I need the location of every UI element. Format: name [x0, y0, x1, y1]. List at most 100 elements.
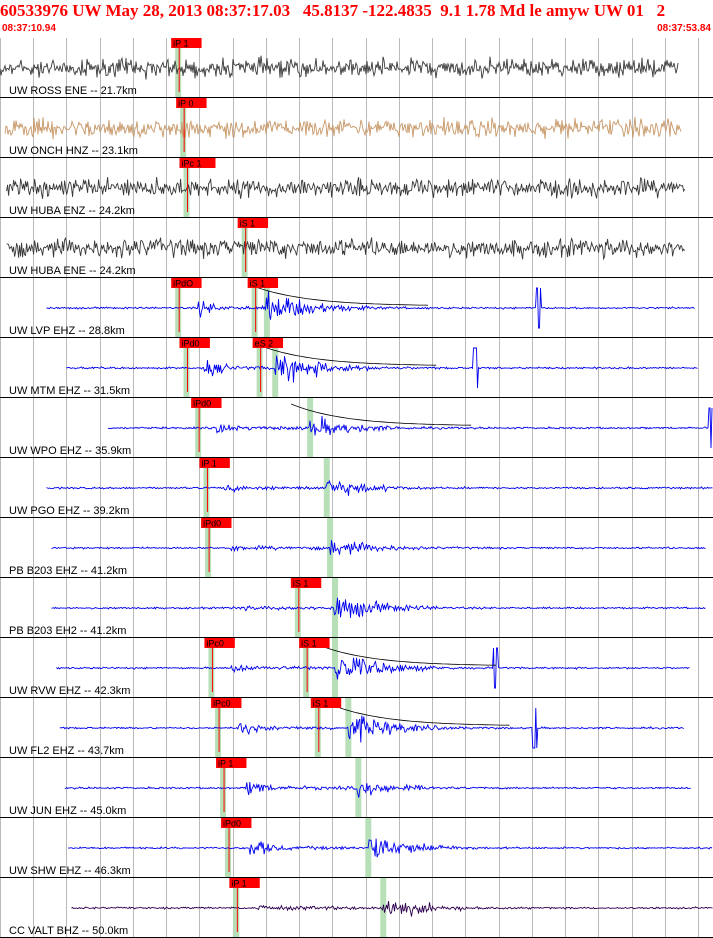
pick-flag [229, 878, 260, 888]
pick-label: iPdO [173, 279, 193, 289]
pick-flag [221, 818, 252, 828]
pick-flag [204, 638, 235, 648]
coda-curve [290, 403, 472, 426]
pick-label: iP 0 [178, 99, 193, 109]
waveform-trace [66, 347, 698, 389]
station-label: UW HUBA ENE -- 24.2km [9, 265, 136, 277]
station-label: UW PGO EHZ -- 39.2km [9, 505, 129, 517]
event-header: 60533976 UW May 28, 2013 08:37:17.03 45.… [0, 0, 713, 38]
pick-label: iS 1 [250, 279, 266, 289]
pick-label: iPc0 [206, 639, 224, 649]
station-label: UW SHW EHZ -- 46.3km [9, 865, 131, 877]
trace-panel: iS 1 PB B203 EH2 -- 41.2km [0, 578, 713, 638]
pick-band [332, 638, 339, 698]
waveform-trace [51, 597, 706, 618]
pick-flag [201, 518, 232, 528]
pick-label: iPd0 [193, 399, 211, 409]
trace-panel: iPd0 UW SHW EHZ -- 46.3km [0, 818, 713, 878]
pick-label: iPd0 [203, 519, 221, 529]
trace-panel: iP 1 UW PGO EHZ -- 39.2km [0, 458, 713, 518]
pick-label: iP 1 [201, 459, 216, 469]
pick-band [241, 218, 248, 278]
trace-panel: iPdO iS 1 UW LVP EHZ -- 28.8km [0, 278, 713, 338]
pick-band [272, 338, 279, 398]
waveform-trace [107, 407, 713, 449]
window-start-time: 08:37:10.94 [2, 23, 56, 34]
station-label: CC VALT BHZ -- 50.0km [9, 925, 128, 937]
pick-flag [191, 398, 222, 408]
coda-curve [315, 643, 497, 666]
pick-label: iPd0 [223, 819, 241, 829]
station-label: UW LVP EHZ -- 28.8km [9, 325, 125, 337]
trace-panel: iP 1 UW JUN EHZ -- 45.0km [0, 758, 713, 818]
pick-label: iP 1 [231, 879, 246, 889]
pick-label: iS 1 [313, 699, 329, 709]
pick-flag [216, 758, 247, 768]
pick-label: iPc0 [213, 699, 231, 709]
trace-panel: iS 1 UW HUBA ENE -- 24.2km [0, 218, 713, 278]
event-title: 60533976 UW May 28, 2013 08:37:17.03 45.… [0, 1, 666, 20]
pick-flag [299, 638, 330, 648]
trace-panel: iP 0 UW ONCH HNZ -- 23.1km [0, 98, 713, 158]
waveform-trace [64, 781, 691, 798]
waveform-trace [0, 55, 679, 80]
station-label: PB B203 EH2 -- 41.2km [9, 625, 126, 637]
pick-band [327, 518, 334, 578]
waveform-trace [46, 479, 713, 496]
trace-panel: iPd0 PB B203 EHZ -- 41.2km [0, 518, 713, 578]
coda-curve [329, 703, 510, 726]
seismogram-plot: iP 1 UW ROSS ENE -- 21.7km iP 0 UW ONCH HNZ… [0, 38, 713, 938]
pick-band [175, 38, 182, 98]
station-label: UW MTM EHZ -- 31.5km [9, 385, 130, 397]
trace-panel: iP 1 UW ROSS ENE -- 21.7km [0, 38, 713, 98]
coda-curve [256, 343, 437, 366]
pick-band [180, 98, 187, 158]
pick-band [355, 758, 362, 818]
waveform-trace [67, 838, 713, 858]
pick-flag [171, 38, 202, 48]
pick-band [323, 458, 330, 518]
waveform-trace [59, 707, 685, 749]
coda-curve [247, 283, 428, 306]
waveform-trace [6, 176, 686, 199]
waveform-trace [46, 287, 695, 329]
pick-label: eS 2 [255, 339, 274, 349]
pick-label: iS 1 [293, 579, 309, 589]
station-label: UW WPO EHZ -- 35.9km [9, 445, 131, 457]
pick-label: iP 1 [218, 759, 233, 769]
station-label: UW JUN EHZ -- 45.0km [9, 805, 126, 817]
pick-band [332, 578, 339, 638]
waveform-trace [6, 236, 685, 261]
trace-panel: iPd0 UW WPO EHZ -- 35.9km [0, 398, 713, 458]
pick-flag [247, 278, 279, 288]
station-label: UW ROSS ENE -- 21.7km [9, 85, 137, 97]
station-label: UW FL2 EHZ -- 43.7km [9, 745, 124, 757]
station-label: UW RVW EHZ -- 42.3km [9, 685, 130, 697]
waveform-trace [56, 647, 690, 689]
trace-panel: iPd0 eS 2 UW MTM EHZ -- 31.5km [0, 338, 713, 398]
pick-flag [176, 98, 207, 108]
pick-flag [237, 218, 269, 228]
pick-label: iS 1 [301, 639, 317, 649]
pick-band [303, 638, 310, 698]
pick-flag [179, 338, 210, 348]
pick-flag [199, 458, 230, 468]
station-label: PB B203 EHZ -- 41.2km [9, 565, 127, 577]
trace-panel: iP 1 CC VALT BHZ -- 50.0km [0, 878, 713, 938]
pick-label: iS 1 [240, 219, 256, 229]
pick-flag [252, 338, 284, 348]
pick-band [307, 398, 314, 458]
pick-flag [179, 158, 216, 168]
pick-band [263, 278, 270, 338]
pick-flag [171, 278, 202, 288]
trace-panel: iPc0 iS 1 UW RVW EHZ -- 42.3km [0, 638, 713, 698]
station-label: UW ONCH HNZ -- 23.1km [9, 145, 138, 157]
pick-label: iP 1 [173, 39, 188, 49]
trace-panel: iPc 1 UW HUBA ENZ -- 24.2km [0, 158, 713, 218]
pick-flag [310, 698, 342, 708]
window-end-time: 08:37:53.84 [657, 23, 711, 34]
pick-label: iPd0 [181, 339, 199, 349]
pick-flag [211, 698, 242, 708]
trace-panel: iPc0 iS 1 UW FL2 EHZ -- 43.7km [0, 698, 713, 758]
